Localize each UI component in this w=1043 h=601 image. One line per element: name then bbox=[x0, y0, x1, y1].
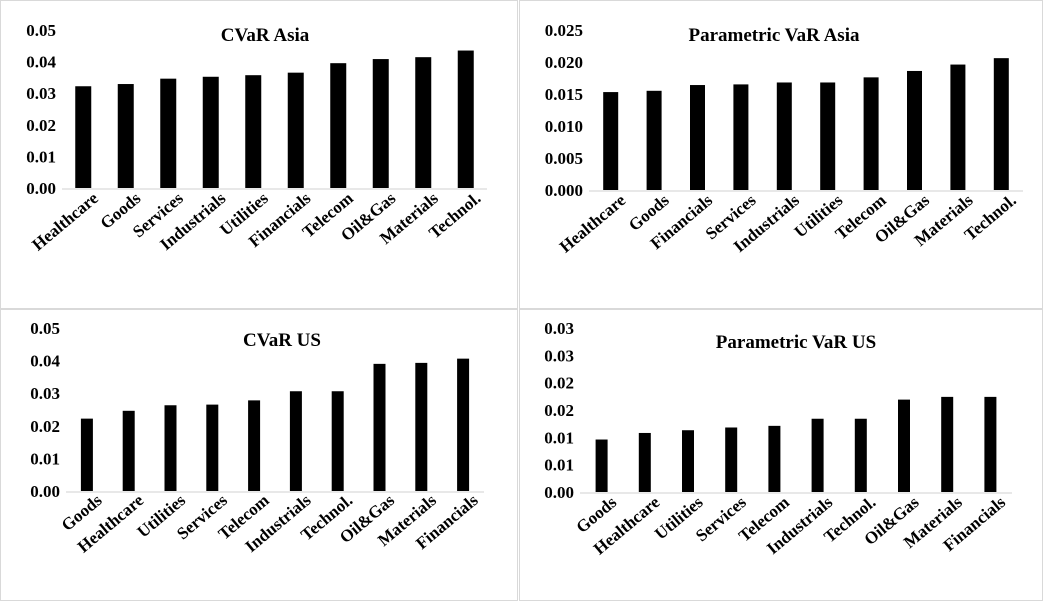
bar bbox=[415, 57, 432, 189]
bar bbox=[75, 86, 92, 188]
y-tick-label: 0.04 bbox=[30, 352, 60, 371]
y-tick-label: 0.05 bbox=[30, 319, 60, 338]
y-tick-label: 0.03 bbox=[544, 319, 574, 338]
bar bbox=[289, 391, 302, 491]
bar bbox=[603, 92, 619, 190]
y-tick-label: 0.000 bbox=[545, 181, 583, 200]
y-tick-label: 0.01 bbox=[30, 449, 60, 468]
bar bbox=[373, 363, 386, 491]
y-tick-label: 0.05 bbox=[26, 21, 56, 40]
y-tick-label: 0.025 bbox=[545, 21, 583, 40]
y-tick-label: 0.04 bbox=[26, 53, 56, 72]
chart-panel-cvar-asia: CVaR Asia 0.000.010.020.030.040.05 Healt… bbox=[0, 0, 518, 309]
bar bbox=[993, 58, 1009, 190]
bar bbox=[690, 85, 705, 190]
chart-panel-cvar-us: CVaR US 0.000.010.020.030.040.05 GoodsHe… bbox=[0, 309, 518, 601]
bar bbox=[725, 427, 738, 492]
chart-title: CVaR Asia bbox=[221, 25, 310, 46]
chart-panel-parametric-var-asia: Parametric VaR Asia 0.000 0.005 0.010 0.015… bbox=[519, 0, 1043, 309]
chart-title: Parametric VaR Asia bbox=[689, 25, 860, 46]
y-tick-label: 0.01 bbox=[544, 428, 574, 447]
bar bbox=[898, 399, 910, 492]
bar bbox=[768, 425, 781, 492]
bar bbox=[372, 59, 389, 189]
bar bbox=[160, 78, 177, 188]
chart-panel-parametric-var-us: Parametric VaR US 0.00 0.01 0.01 0.02 0.02 0.… bbox=[519, 309, 1043, 601]
y-tick-label: 0.02 bbox=[544, 401, 574, 420]
bar bbox=[854, 418, 867, 492]
y-tick-label: 0.02 bbox=[30, 417, 60, 436]
y-tick-label: 0.01 bbox=[26, 147, 56, 166]
bar bbox=[415, 362, 428, 491]
bar bbox=[646, 90, 662, 190]
y-tick-label: 0.015 bbox=[545, 85, 583, 104]
bar bbox=[941, 396, 954, 492]
y-tick-label: 0.01 bbox=[544, 456, 574, 475]
y-tick-label: 0.02 bbox=[544, 374, 574, 393]
bar bbox=[122, 410, 135, 491]
bar bbox=[907, 70, 922, 190]
y-tick-label: 0.005 bbox=[545, 149, 583, 168]
y-tick-label: 0.03 bbox=[544, 346, 574, 365]
y-tick-label: 0.00 bbox=[544, 483, 574, 502]
y-tick-label: 0.03 bbox=[26, 84, 56, 103]
bar bbox=[287, 72, 304, 188]
y-tick-label: 0.00 bbox=[30, 482, 60, 501]
bar bbox=[330, 63, 347, 188]
bar bbox=[80, 418, 93, 491]
y-tick-label: 0.00 bbox=[26, 179, 56, 198]
bar bbox=[248, 400, 261, 491]
bar bbox=[776, 82, 792, 190]
bar bbox=[638, 432, 651, 492]
bar bbox=[820, 82, 836, 190]
bar bbox=[117, 84, 134, 188]
y-tick-label: 0.03 bbox=[30, 384, 60, 403]
bar bbox=[682, 430, 694, 492]
bar bbox=[164, 405, 177, 491]
y-tick-label: 0.02 bbox=[26, 116, 56, 135]
bar bbox=[863, 77, 879, 190]
bar bbox=[811, 418, 824, 492]
bar bbox=[457, 358, 470, 491]
bar bbox=[331, 391, 344, 491]
bar bbox=[950, 64, 966, 190]
bar bbox=[733, 84, 749, 190]
bar bbox=[202, 76, 219, 188]
bar bbox=[457, 50, 474, 188]
chart-title: Parametric VaR US bbox=[716, 332, 876, 353]
bar bbox=[206, 404, 219, 491]
bar bbox=[595, 439, 608, 492]
bar bbox=[984, 396, 997, 492]
bar bbox=[245, 75, 262, 188]
y-tick-label: 0.010 bbox=[545, 117, 583, 136]
chart-title: CVaR US bbox=[243, 330, 321, 351]
y-tick-label: 0.020 bbox=[545, 53, 583, 72]
